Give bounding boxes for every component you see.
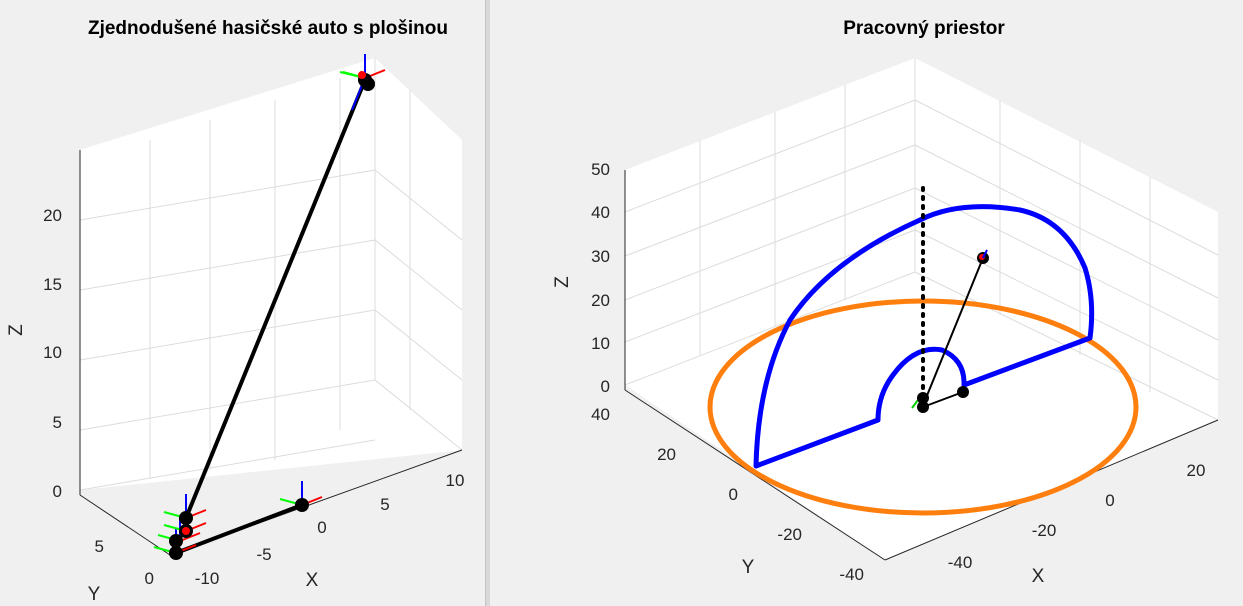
x-tick: 10 xyxy=(446,471,465,490)
x-axis-label: X xyxy=(1032,566,1045,587)
axes-box-right xyxy=(624,58,1219,561)
joint-point xyxy=(361,77,375,91)
plot-right xyxy=(707,186,1139,516)
figure-right: 0 10 20 30 40 50 40 20 0 -20 -40 -40 -20… xyxy=(490,0,1243,606)
joint-marker xyxy=(358,71,366,79)
y-tick: -20 xyxy=(777,525,802,544)
z-tick: 20 xyxy=(591,291,610,310)
z-axis-label: Z xyxy=(6,324,27,336)
z-tick: 30 xyxy=(591,247,610,266)
z-tick: 50 xyxy=(591,160,610,179)
y-tick: -40 xyxy=(839,565,864,584)
joint-point xyxy=(957,386,969,398)
x-axis-label: X xyxy=(306,570,319,591)
frame-z-axis xyxy=(982,249,988,259)
x-tick: 20 xyxy=(1187,461,1206,480)
frame-y-axis xyxy=(911,399,919,409)
z-tick: 0 xyxy=(601,377,610,396)
frame-x-axis xyxy=(179,532,201,542)
x-tick: 0 xyxy=(1105,491,1114,510)
joint-point xyxy=(169,546,183,560)
y-tick: 0 xyxy=(145,569,154,588)
joint-point xyxy=(179,511,193,525)
x-tick: -5 xyxy=(256,545,271,564)
y-tick: 0 xyxy=(729,485,738,504)
x-tick: 5 xyxy=(380,495,389,514)
x-ticks-left: -10 -5 0 5 10 xyxy=(195,471,465,588)
link-boom xyxy=(184,79,367,519)
z-ticks-left: 20 15 10 5 0 xyxy=(43,206,62,501)
z-tick: 5 xyxy=(53,413,62,432)
chart-left[interactable]: 20 15 10 5 0 5 0 -10 -5 0 5 10 Z Y X Zje… xyxy=(0,0,485,606)
chart-title-right: Pracovný priestor xyxy=(843,18,1005,39)
z-ticks-right: 0 10 20 30 40 50 xyxy=(591,160,610,396)
y-tick: 5 xyxy=(95,537,104,556)
z-axis-label: Z xyxy=(552,276,573,288)
chart-title-left: Zjednodušené hasičské auto s plošinou xyxy=(88,18,448,39)
z-tick: 10 xyxy=(591,334,610,353)
y-ticks-right: 40 20 0 -20 -40 xyxy=(591,405,864,584)
x-tick: -20 xyxy=(1032,521,1057,540)
joint-point xyxy=(295,498,309,512)
link-base xyxy=(175,503,303,555)
y-axis-label: Y xyxy=(88,584,101,605)
arm-boom xyxy=(925,257,984,399)
axes-box-left xyxy=(79,58,463,556)
reach-circle xyxy=(707,298,1139,516)
z-tick: 15 xyxy=(43,275,62,294)
joint-marker xyxy=(182,527,190,535)
plot-left xyxy=(153,54,386,560)
workspace-boundary xyxy=(753,204,1095,469)
x-tick: 0 xyxy=(317,518,326,537)
z-tick: 40 xyxy=(591,203,610,222)
z-tick: 10 xyxy=(43,343,62,362)
z-tick: 20 xyxy=(43,206,62,225)
y-ticks-left: 5 0 xyxy=(95,537,154,588)
x-tick: -40 xyxy=(948,553,973,572)
joint-point xyxy=(917,401,929,413)
joint-point xyxy=(917,392,929,404)
panel-divider[interactable] xyxy=(485,0,490,606)
chart-right[interactable]: 0 10 20 30 40 50 40 20 0 -20 -40 -40 -20… xyxy=(490,0,1243,606)
y-tick: 40 xyxy=(591,405,610,424)
joint-point xyxy=(169,534,183,548)
x-tick: -10 xyxy=(195,569,220,588)
z-tick: 0 xyxy=(53,482,62,501)
arm-base xyxy=(922,391,964,408)
y-tick: 20 xyxy=(657,445,676,464)
x-ticks-right: -40 -20 0 20 xyxy=(948,461,1206,572)
figure-left: 20 15 10 5 0 5 0 -10 -5 0 5 10 Z Y X Zje… xyxy=(0,0,485,606)
y-axis-label: Y xyxy=(742,557,755,578)
